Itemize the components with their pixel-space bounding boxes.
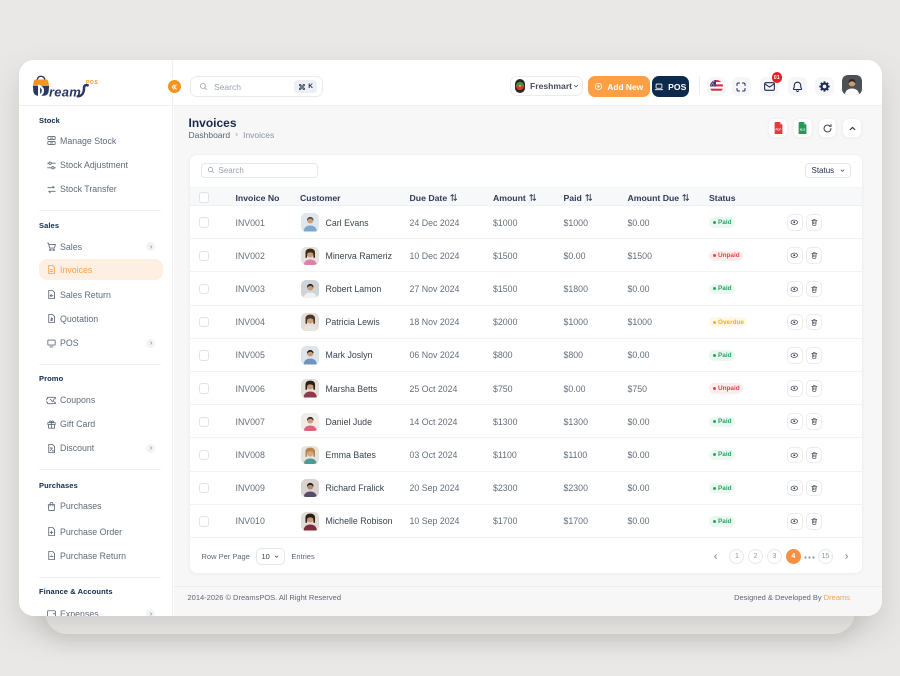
svg-text:ream: ream: [49, 84, 81, 99]
svg-text:PDF: PDF: [775, 127, 781, 131]
svg-text:XLS: XLS: [800, 127, 806, 131]
svg-text:POS: POS: [86, 80, 98, 86]
